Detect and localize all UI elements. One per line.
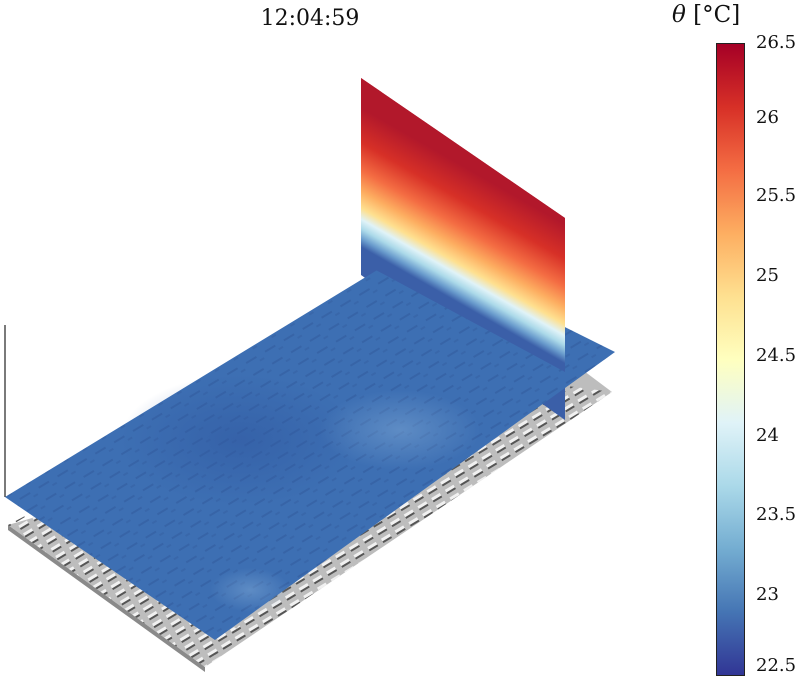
colorbar-tick-label: 24 (756, 425, 779, 446)
colorbar-tick-label: 23.5 (756, 504, 797, 525)
warm-patch-2 (210, 568, 290, 612)
colorbar-tick-label: 25.5 (756, 185, 797, 206)
buildings-east (205, 385, 612, 667)
colorbar-tick-label: 26 (756, 107, 779, 128)
colorbar-symbol: θ (672, 2, 686, 28)
colorbar-title: θ [°C] (672, 2, 800, 28)
ground-plane-edge (8, 525, 205, 672)
colorbar-tick-label: 24.5 (756, 345, 797, 366)
vertical-slice-upper (361, 78, 565, 372)
colorbar-tick-label: 22.5 (756, 655, 797, 676)
colorbar-tick-label: 26.5 (756, 32, 797, 53)
colorbar-tick-label: 25 (756, 265, 779, 286)
colorbar-unit: [°C] (693, 2, 741, 28)
warm-patch (320, 390, 480, 470)
timestamp: 12:04:59 (260, 6, 360, 31)
buildings-south (8, 508, 250, 667)
colorbar-bar (716, 43, 745, 676)
cool-patch (120, 375, 360, 505)
colorbar-tick-label: 23 (756, 584, 779, 605)
